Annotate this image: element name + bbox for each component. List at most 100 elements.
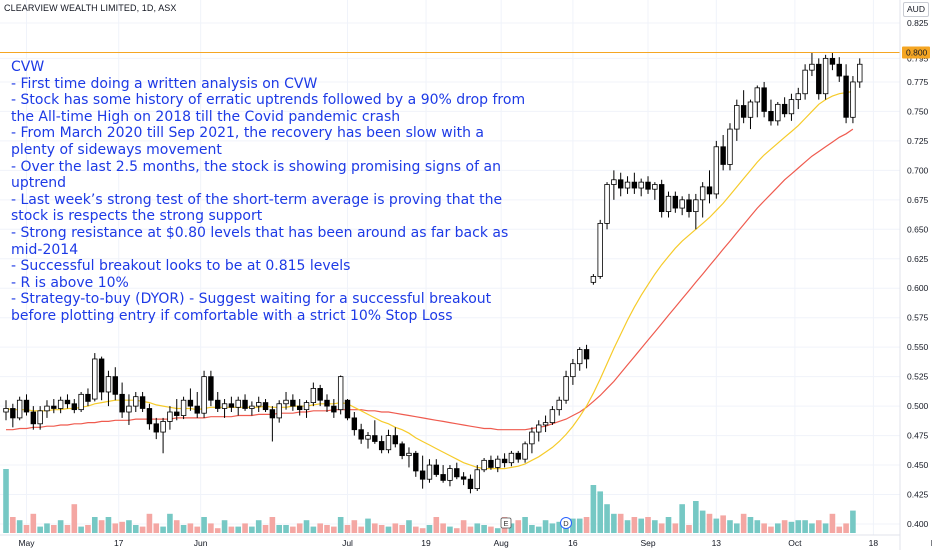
candle-body bbox=[447, 468, 453, 481]
candle-body bbox=[283, 399, 289, 405]
candle-body bbox=[536, 424, 542, 433]
candle-body bbox=[378, 441, 385, 451]
volume-bar bbox=[242, 523, 248, 533]
analysis-annotation[interactable]: CVW - First time doing a written analysis… bbox=[11, 59, 531, 325]
candle-body bbox=[16, 399, 23, 419]
volume-bar bbox=[617, 513, 624, 533]
candle-body bbox=[481, 459, 487, 471]
candle-body bbox=[679, 199, 685, 209]
candle-body bbox=[460, 476, 467, 480]
candle-body bbox=[344, 399, 351, 419]
volume-bar bbox=[542, 520, 549, 533]
volume-bar bbox=[815, 520, 822, 533]
volume-bar bbox=[706, 513, 713, 533]
candle-body bbox=[351, 417, 358, 431]
volume-bar bbox=[720, 515, 726, 533]
candle-body bbox=[788, 99, 795, 115]
candle-body bbox=[816, 63, 822, 95]
candle-body bbox=[672, 195, 679, 209]
candle-body bbox=[754, 87, 760, 103]
candle-body bbox=[119, 393, 125, 413]
volume-bar bbox=[167, 513, 173, 533]
x-tick-label: 13 bbox=[712, 538, 722, 548]
candle-body bbox=[3, 408, 9, 413]
volume-bar bbox=[809, 523, 815, 533]
y-tick-label: 0.625 bbox=[907, 254, 929, 264]
candle-body bbox=[194, 405, 200, 414]
candle-body bbox=[337, 376, 344, 411]
volume-bar bbox=[30, 513, 37, 533]
candle-body bbox=[563, 376, 569, 401]
candle-body bbox=[105, 376, 112, 393]
candle-body bbox=[604, 184, 610, 224]
y-tick-label: 0.650 bbox=[907, 224, 929, 234]
candle-body bbox=[392, 435, 399, 445]
resistance-price-label: 0.800 bbox=[906, 47, 928, 57]
volume-bar bbox=[173, 520, 180, 533]
volume-bar bbox=[139, 526, 146, 533]
candle-body bbox=[174, 411, 180, 416]
volume-bar bbox=[16, 520, 23, 533]
volume-bar bbox=[597, 491, 604, 533]
volume-bar bbox=[740, 513, 747, 533]
y-tick-label: 0.450 bbox=[907, 460, 929, 470]
volume-bar bbox=[768, 526, 774, 533]
volume-bar bbox=[658, 523, 665, 533]
candle-body bbox=[822, 57, 829, 95]
volume-bar bbox=[556, 521, 563, 533]
volume-bar bbox=[829, 513, 836, 533]
candle-body bbox=[153, 423, 159, 433]
volume-bar bbox=[590, 485, 597, 533]
candle-body bbox=[631, 181, 638, 189]
volume-bar bbox=[57, 520, 64, 533]
volume-bar bbox=[795, 520, 802, 533]
candle-body bbox=[71, 403, 77, 411]
candle-body bbox=[112, 376, 118, 395]
candle-body bbox=[256, 402, 262, 407]
candle-body bbox=[590, 276, 597, 283]
volume-bars bbox=[3, 469, 856, 533]
candle-body bbox=[549, 409, 556, 424]
grid bbox=[0, 0, 900, 535]
candle-body bbox=[98, 358, 105, 393]
volume-bar bbox=[37, 526, 43, 533]
x-axis[interactable]: May17JunJul19Aug16Sep13Oct18Nov15 bbox=[0, 534, 932, 548]
volume-bar bbox=[713, 518, 720, 533]
volume-bar bbox=[440, 523, 446, 533]
candle-body bbox=[802, 69, 808, 95]
volume-bar bbox=[529, 525, 535, 533]
candle-body bbox=[413, 452, 419, 472]
volume-bar bbox=[494, 528, 501, 533]
candle-body bbox=[829, 57, 836, 65]
ticker-title: CLEARVIEW WEALTH LIMITED, 1D, ASX bbox=[4, 3, 177, 13]
volume-bar bbox=[249, 526, 255, 533]
dividend-marker-shape bbox=[560, 517, 572, 529]
candle-body bbox=[215, 399, 221, 409]
candle-body bbox=[228, 403, 235, 408]
volume-bar bbox=[180, 525, 187, 533]
candle-body bbox=[781, 103, 788, 115]
currency-badge[interactable]: AUD bbox=[903, 2, 929, 17]
volume-bar bbox=[44, 523, 50, 533]
candle-body bbox=[187, 399, 194, 407]
volume-bar bbox=[269, 517, 276, 533]
volume-bar bbox=[3, 469, 9, 533]
volume-bar bbox=[781, 520, 788, 533]
volume-bar bbox=[71, 504, 78, 533]
volume-bar bbox=[153, 523, 160, 533]
candle-body bbox=[658, 184, 665, 213]
y-tick-label: 0.700 bbox=[907, 165, 929, 175]
volume-bar bbox=[624, 520, 631, 533]
candle-body bbox=[713, 146, 720, 195]
x-tick-label: Sep bbox=[640, 538, 655, 548]
x-tick-label: 16 bbox=[568, 538, 578, 548]
volume-bar bbox=[802, 520, 808, 533]
candle-body bbox=[296, 405, 303, 411]
y-axis[interactable]: 0.8250.7950.7750.7500.7250.7000.6750.650… bbox=[899, 0, 930, 550]
volume-bar bbox=[788, 521, 795, 533]
candle-body bbox=[665, 195, 672, 213]
earnings-marker-label: E bbox=[503, 519, 508, 528]
candle-body bbox=[583, 349, 590, 360]
candle-body bbox=[501, 458, 508, 464]
